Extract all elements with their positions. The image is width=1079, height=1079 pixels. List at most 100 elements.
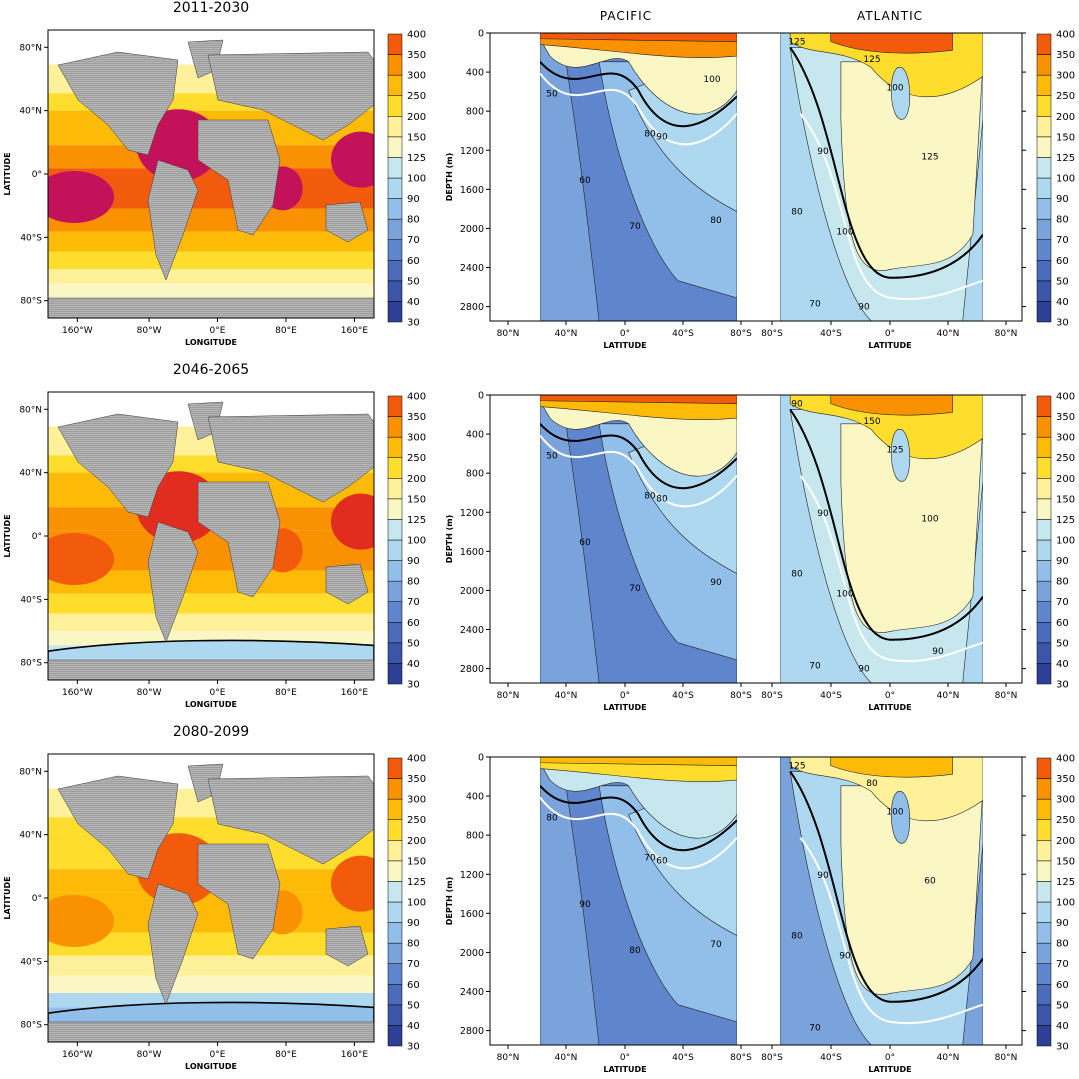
colorbar-box xyxy=(387,580,403,602)
pacific-lat-tick-label: 40°N xyxy=(555,329,578,339)
colorbar-box xyxy=(1036,260,1052,282)
colorbar-label: 50 xyxy=(407,1000,420,1011)
land-mass xyxy=(197,843,281,960)
colorbar-box xyxy=(1036,116,1052,138)
colorbar-label: 250 xyxy=(1056,453,1075,464)
colorbar-label: 150 xyxy=(407,494,426,505)
colorbar-label: 200 xyxy=(1056,474,1075,485)
colorbar-box xyxy=(1036,860,1052,882)
depth-tick-label: 1600 xyxy=(460,909,484,920)
pacific-contour-label: 70 xyxy=(629,222,641,232)
contour-line-90 xyxy=(799,837,983,1025)
atlantic-contour-label: 125 xyxy=(921,153,938,163)
map-value-band xyxy=(48,955,374,976)
colorbar-label: 350 xyxy=(1056,50,1075,61)
colorbar-label: 70 xyxy=(1056,597,1069,608)
pacific-lat-tick-label: 80°S xyxy=(730,691,752,701)
atlantic-x-axis-label: LATITUDE xyxy=(868,341,911,350)
colorbar-box xyxy=(387,136,403,158)
map-x-tick-label: 160°W xyxy=(62,1050,93,1060)
colorbar-box xyxy=(1036,95,1052,117)
colorbar-box xyxy=(1036,798,1052,820)
pacific-lat-tick-label: 0° xyxy=(620,1053,630,1063)
colorbar-box xyxy=(1036,198,1052,220)
depth-tick-label: 0 xyxy=(478,753,484,764)
atlantic-lat-tick-label: 80°S xyxy=(761,1053,783,1063)
contour-line-100 xyxy=(789,770,983,1003)
atlantic-contour-label: 90 xyxy=(817,871,829,881)
colorbar-box xyxy=(387,663,403,685)
atlantic-lat-tick-label: 80°S xyxy=(761,691,783,701)
colorbar-box xyxy=(1036,1004,1052,1026)
map-x-tick-label: 160°W xyxy=(62,688,93,698)
colorbar-box xyxy=(1036,177,1052,199)
contour-fill xyxy=(830,757,953,778)
map-y-axis-label: LATITUDE xyxy=(3,514,12,557)
section-frame xyxy=(489,32,1023,322)
colorbar-box xyxy=(387,416,403,438)
depth-tick-label: 2000 xyxy=(460,224,484,235)
atlantic-lat-tick-label: 80°N xyxy=(995,691,1018,701)
depth-axis-label: DEPTH (m) xyxy=(445,153,454,202)
colorbar-box xyxy=(1036,942,1052,964)
atlantic-lat-tick-label: 40°S xyxy=(820,329,842,339)
pacific-lat-tick-label: 80°S xyxy=(730,329,752,339)
atlantic-contour-label: 70 xyxy=(809,662,821,672)
atlantic-lat-tick-label: 40°N xyxy=(937,1053,960,1063)
map-value-band xyxy=(48,593,374,614)
land-mass xyxy=(147,521,199,643)
colorbar-label: 250 xyxy=(407,453,426,464)
contour-fill xyxy=(890,791,911,844)
map-value-band xyxy=(48,231,374,252)
land-mass xyxy=(147,883,199,1005)
land-mass xyxy=(325,563,369,605)
pacific-x-axis-label: LATITUDE xyxy=(603,341,646,350)
section-frame xyxy=(489,756,1023,1046)
atlantic-contour-label: 100 xyxy=(921,515,938,525)
pacific-contour-label: 80 xyxy=(710,216,722,226)
colorbar-box xyxy=(1036,74,1052,96)
land-mass xyxy=(48,659,374,680)
colorbar-box xyxy=(1036,136,1052,158)
atlantic-lat-tick-label: 80°S xyxy=(761,329,783,339)
pacific-section xyxy=(540,395,737,683)
map-y-tick-label: 80°S xyxy=(20,659,42,669)
colorbar-label: 90 xyxy=(1056,556,1069,567)
colorbar-label: 150 xyxy=(407,856,426,867)
map-x-axis-label: LONGITUDE xyxy=(185,700,237,709)
colorbar-box xyxy=(387,757,403,779)
atlantic-lat-tick-label: 40°N xyxy=(937,329,960,339)
colorbar-label: 50 xyxy=(1056,638,1069,649)
colorbar-label: 250 xyxy=(1056,815,1075,826)
map-x-tick-label: 80°W xyxy=(137,1050,162,1060)
map-colorbar: 30 40 50 60 70 80 90 100 125 150 200 250 300 350 400 xyxy=(387,30,426,329)
colorbar-label: 125 xyxy=(1056,153,1075,164)
atlantic-contour-label: 90 xyxy=(817,509,829,519)
atlantic-x-axis-label: LATITUDE xyxy=(868,703,911,712)
colorbar-label: 300 xyxy=(1056,795,1075,806)
section-colorbar: 30 40 50 60 70 80 90 100 125 150 200 250 300 350 400 xyxy=(1036,392,1075,691)
pacific-lat-tick-label: 80°N xyxy=(497,1053,520,1063)
atlantic-contour-label: 90 xyxy=(817,147,829,157)
colorbar-label: 200 xyxy=(1056,836,1075,847)
colorbar-box xyxy=(387,963,403,985)
colorbar-box xyxy=(387,239,403,261)
colorbar-label: 80 xyxy=(407,215,420,226)
colorbar-label: 400 xyxy=(1056,754,1075,765)
pacific-section xyxy=(540,757,737,1045)
map-x-tick-label: 0°E xyxy=(210,326,226,336)
pacific-column-title: PACIFIC xyxy=(600,9,652,23)
colorbar-box xyxy=(1036,218,1052,240)
map-y-tick-label: 40°N xyxy=(19,469,42,479)
colorbar-label: 150 xyxy=(407,132,426,143)
atlantic-section xyxy=(780,757,983,1045)
colorbar-label: 125 xyxy=(1056,877,1075,888)
depth-axis-label: DEPTH (m) xyxy=(445,515,454,564)
atlantic-contour-label: 90 xyxy=(791,400,803,410)
land-mass xyxy=(325,201,369,243)
depth-tick-label: 2800 xyxy=(460,1026,484,1037)
colorbar-box xyxy=(1036,436,1052,458)
colorbar-box xyxy=(1036,601,1052,623)
atlantic-contour-label: 100 xyxy=(886,808,903,818)
period-title: 2080-2099 xyxy=(173,724,249,740)
